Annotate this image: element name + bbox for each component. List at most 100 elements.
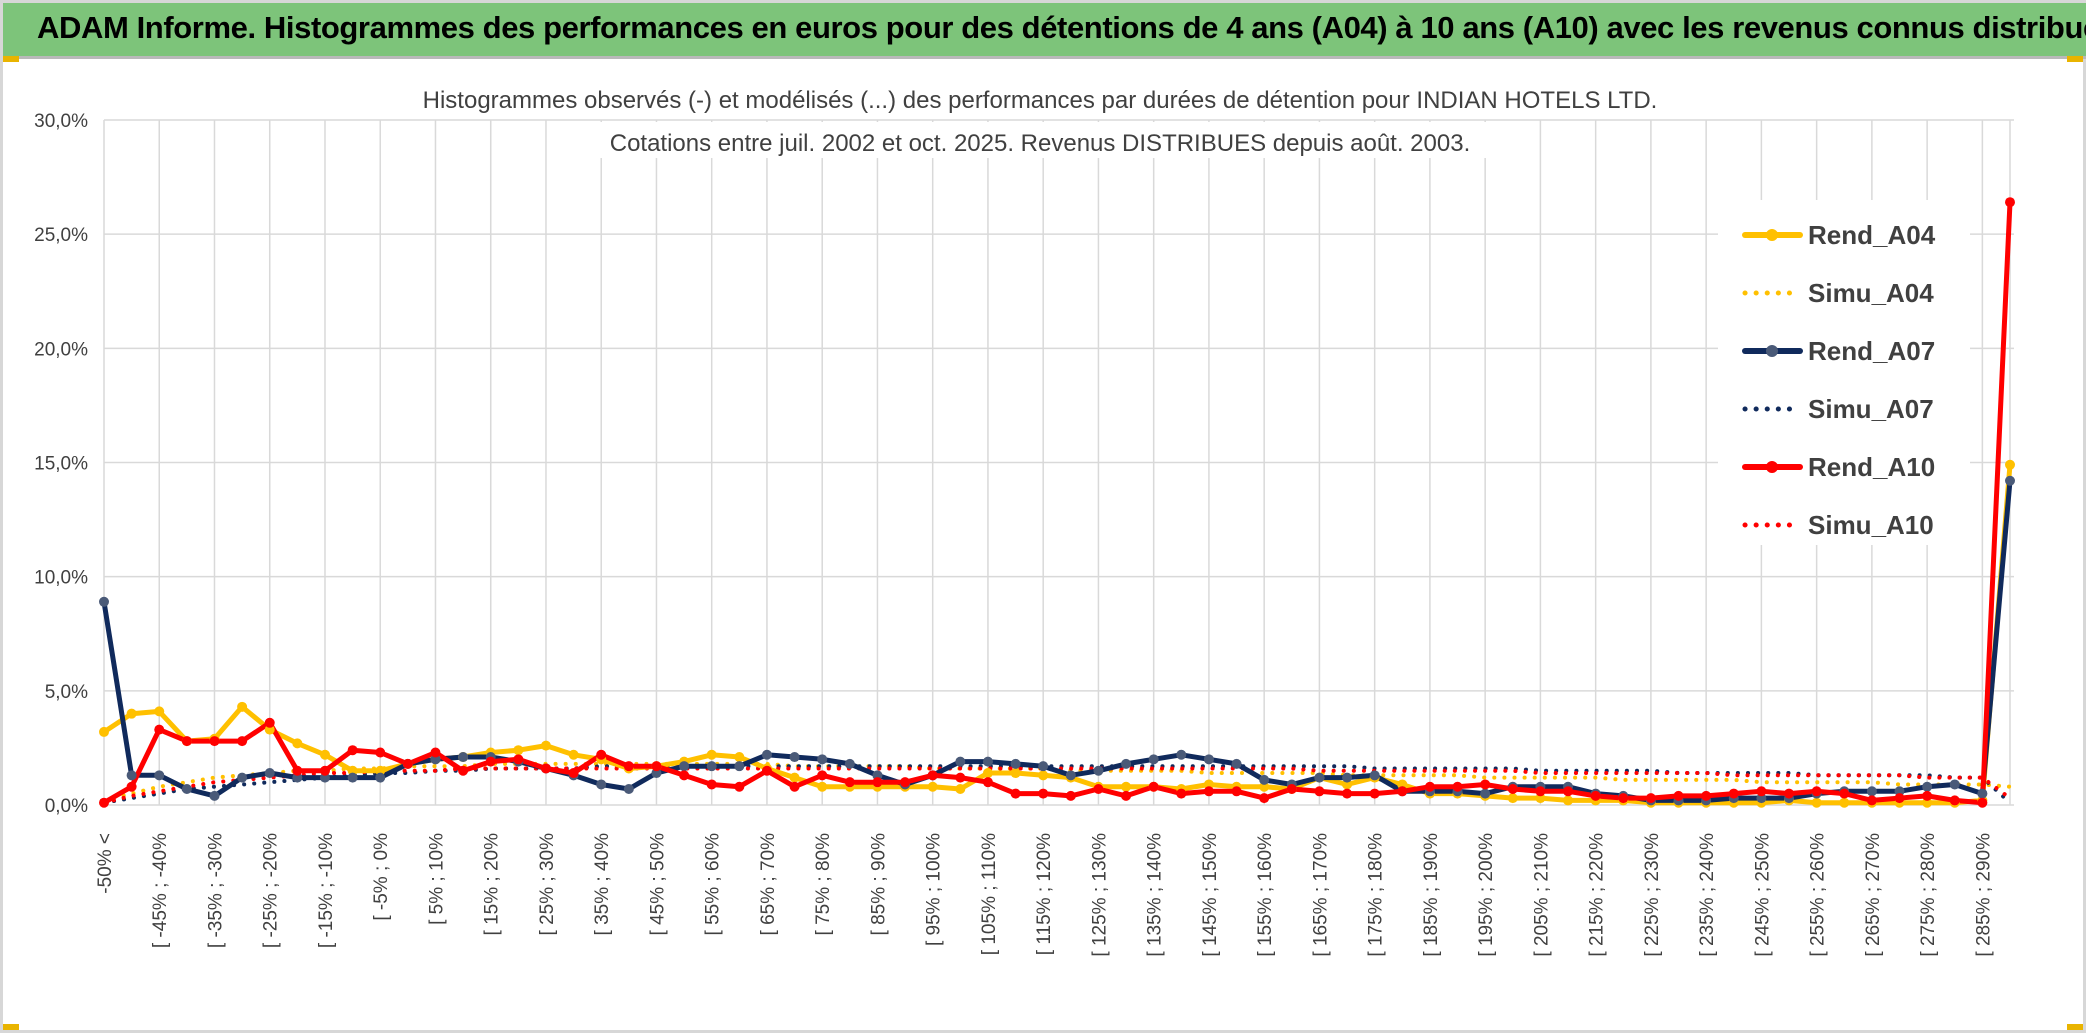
data-point-rend_a07 <box>1342 772 1353 783</box>
data-point-rend_a07 <box>706 761 717 772</box>
data-point-rend_a07 <box>99 596 109 607</box>
data-point-rend_a10 <box>1977 797 1988 808</box>
series-layer <box>101 199 2013 806</box>
data-point-rend_a04 <box>1397 779 1408 790</box>
corner-mark-top-left <box>3 56 19 62</box>
data-point-rend_a10 <box>1093 784 1104 795</box>
data-point-rend_a10 <box>1701 790 1712 801</box>
x-tick-label: [ 245% ; 250% <box>1752 833 1773 957</box>
data-point-rend_a10 <box>1590 790 1601 801</box>
data-point-rend_a04 <box>292 738 303 749</box>
data-point-rend_a07 <box>789 752 800 763</box>
y-axis-ticks: 0,0% 5,0% 10,0% 15,0% 20,0% 25,0% 30,0% <box>34 111 88 817</box>
data-point-rend_a04 <box>319 749 330 760</box>
legend-bg <box>1718 200 1970 545</box>
data-point-rend_a10 <box>1148 781 1159 792</box>
legend-label-rend_a04: Rend_A04 <box>1808 220 1936 250</box>
data-point-rend_a10 <box>237 736 248 747</box>
data-point-rend_a07 <box>1894 786 1905 797</box>
data-point-rend_a10 <box>1866 795 1877 806</box>
y-tick-label: 0,0% <box>45 796 88 817</box>
grid-layer <box>103 119 2014 806</box>
data-point-rend_a07 <box>1866 786 1877 797</box>
data-point-rend_a04 <box>347 765 358 776</box>
y-tick-label: 10,0% <box>34 568 88 589</box>
data-point-rend_a07 <box>679 761 690 772</box>
data-point-rend_a10 <box>181 736 192 747</box>
y-tick-label: 20,0% <box>34 339 88 360</box>
x-tick-label: [ 195% ; 200% <box>1476 833 1497 957</box>
chart-title-bg-1 <box>395 80 1687 116</box>
x-tick-label: [ 85% ; 90% <box>868 833 889 936</box>
x-tick-label: [ -25% ; -20% <box>261 833 282 948</box>
data-point-rend_a04 <box>1535 793 1546 804</box>
data-point-rend_a10 <box>209 736 220 747</box>
x-tick-label: [ 255% ; 260% <box>1808 833 1829 957</box>
data-point-rend_a10 <box>568 768 579 779</box>
data-point-rend_a07 <box>375 772 386 783</box>
legend-label-simu_a04: Simu_A04 <box>1808 278 1934 308</box>
data-point-rend_a10 <box>2005 197 2015 208</box>
chart-title-line-1: Histogrammes observés (-) et modélisés (… <box>423 87 1658 114</box>
y-tick-label: 15,0% <box>34 454 88 475</box>
marker-layer <box>99 197 2015 808</box>
data-point-rend_a07 <box>209 790 220 801</box>
data-point-rend_a07 <box>1949 779 1960 790</box>
data-point-rend_a07 <box>1369 770 1380 781</box>
data-point-rend_a07 <box>2005 475 2015 486</box>
x-tick-label: [ 185% ; 190% <box>1421 833 1442 957</box>
data-point-rend_a07 <box>1231 758 1242 769</box>
data-point-rend_a04 <box>927 781 938 792</box>
x-tick-label: [ -5% ; 0% <box>371 833 392 921</box>
data-point-rend_a07 <box>347 772 358 783</box>
data-point-rend_a10 <box>1065 790 1076 801</box>
x-tick-label: [ 115% ; 120% <box>1034 833 1055 955</box>
data-point-rend_a10 <box>540 763 551 774</box>
data-point-rend_a10 <box>1342 788 1353 799</box>
data-point-rend_a10 <box>734 781 745 792</box>
data-point-rend_a10 <box>402 758 413 769</box>
x-tick-label: [ 205% ; 210% <box>1531 833 1552 957</box>
data-point-rend_a10 <box>430 747 441 758</box>
data-point-rend_a07 <box>1176 749 1187 760</box>
chart-title-line-2: Cotations entre juil. 2002 et oct. 2025.… <box>610 130 1471 157</box>
data-point-rend_a10 <box>1203 786 1214 797</box>
data-point-rend_a10 <box>900 777 911 788</box>
data-point-rend_a10 <box>1839 788 1850 799</box>
data-point-rend_a10 <box>1756 786 1767 797</box>
data-point-rend_a04 <box>1507 793 1518 804</box>
data-point-rend_a04 <box>982 768 993 779</box>
data-point-rend_a10 <box>596 749 607 760</box>
chart-title: Histogrammes observés (-) et modélisés (… <box>395 80 1687 158</box>
legend-label-rend_a07: Rend_A07 <box>1808 336 1935 366</box>
data-point-rend_a10 <box>872 777 883 788</box>
x-tick-label: [ 125% ; 130% <box>1089 833 1110 957</box>
data-point-rend_a10 <box>1121 790 1132 801</box>
data-point-rend_a10 <box>458 765 469 776</box>
x-tick-label: [ 95% ; 100% <box>924 833 945 946</box>
data-point-rend_a10 <box>927 770 938 781</box>
data-point-rend_a04 <box>154 706 165 717</box>
x-tick-label: [ 135% ; 140% <box>1145 833 1166 957</box>
x-tick-label: [ 175% ; 180% <box>1366 833 1387 957</box>
corner-mark-top-right <box>2067 56 2083 62</box>
x-tick-label: -50% < <box>95 833 116 894</box>
data-point-rend_a07 <box>319 772 330 783</box>
data-point-rend_a10 <box>1784 788 1795 799</box>
data-point-rend_a10 <box>485 756 496 767</box>
data-point-rend_a07 <box>264 768 275 779</box>
x-tick-label: [ 25% ; 30% <box>537 833 558 936</box>
data-point-rend_a04 <box>237 701 248 712</box>
data-point-rend_a07 <box>1148 754 1159 765</box>
x-tick-label: [ 165% ; 170% <box>1310 833 1331 957</box>
data-point-rend_a04 <box>1839 797 1850 808</box>
x-tick-label: [ 5% ; 10% <box>426 833 447 925</box>
x-tick-label: [ 35% ; 40% <box>592 833 613 936</box>
data-point-rend_a10 <box>1894 793 1905 804</box>
data-point-rend_a04 <box>2005 459 2015 470</box>
data-point-rend_a10 <box>817 770 828 781</box>
data-point-rend_a04 <box>706 749 717 760</box>
data-point-rend_a07 <box>237 772 248 783</box>
series-line-rend_a10 <box>101 199 2013 806</box>
data-point-rend_a10 <box>1424 781 1435 792</box>
